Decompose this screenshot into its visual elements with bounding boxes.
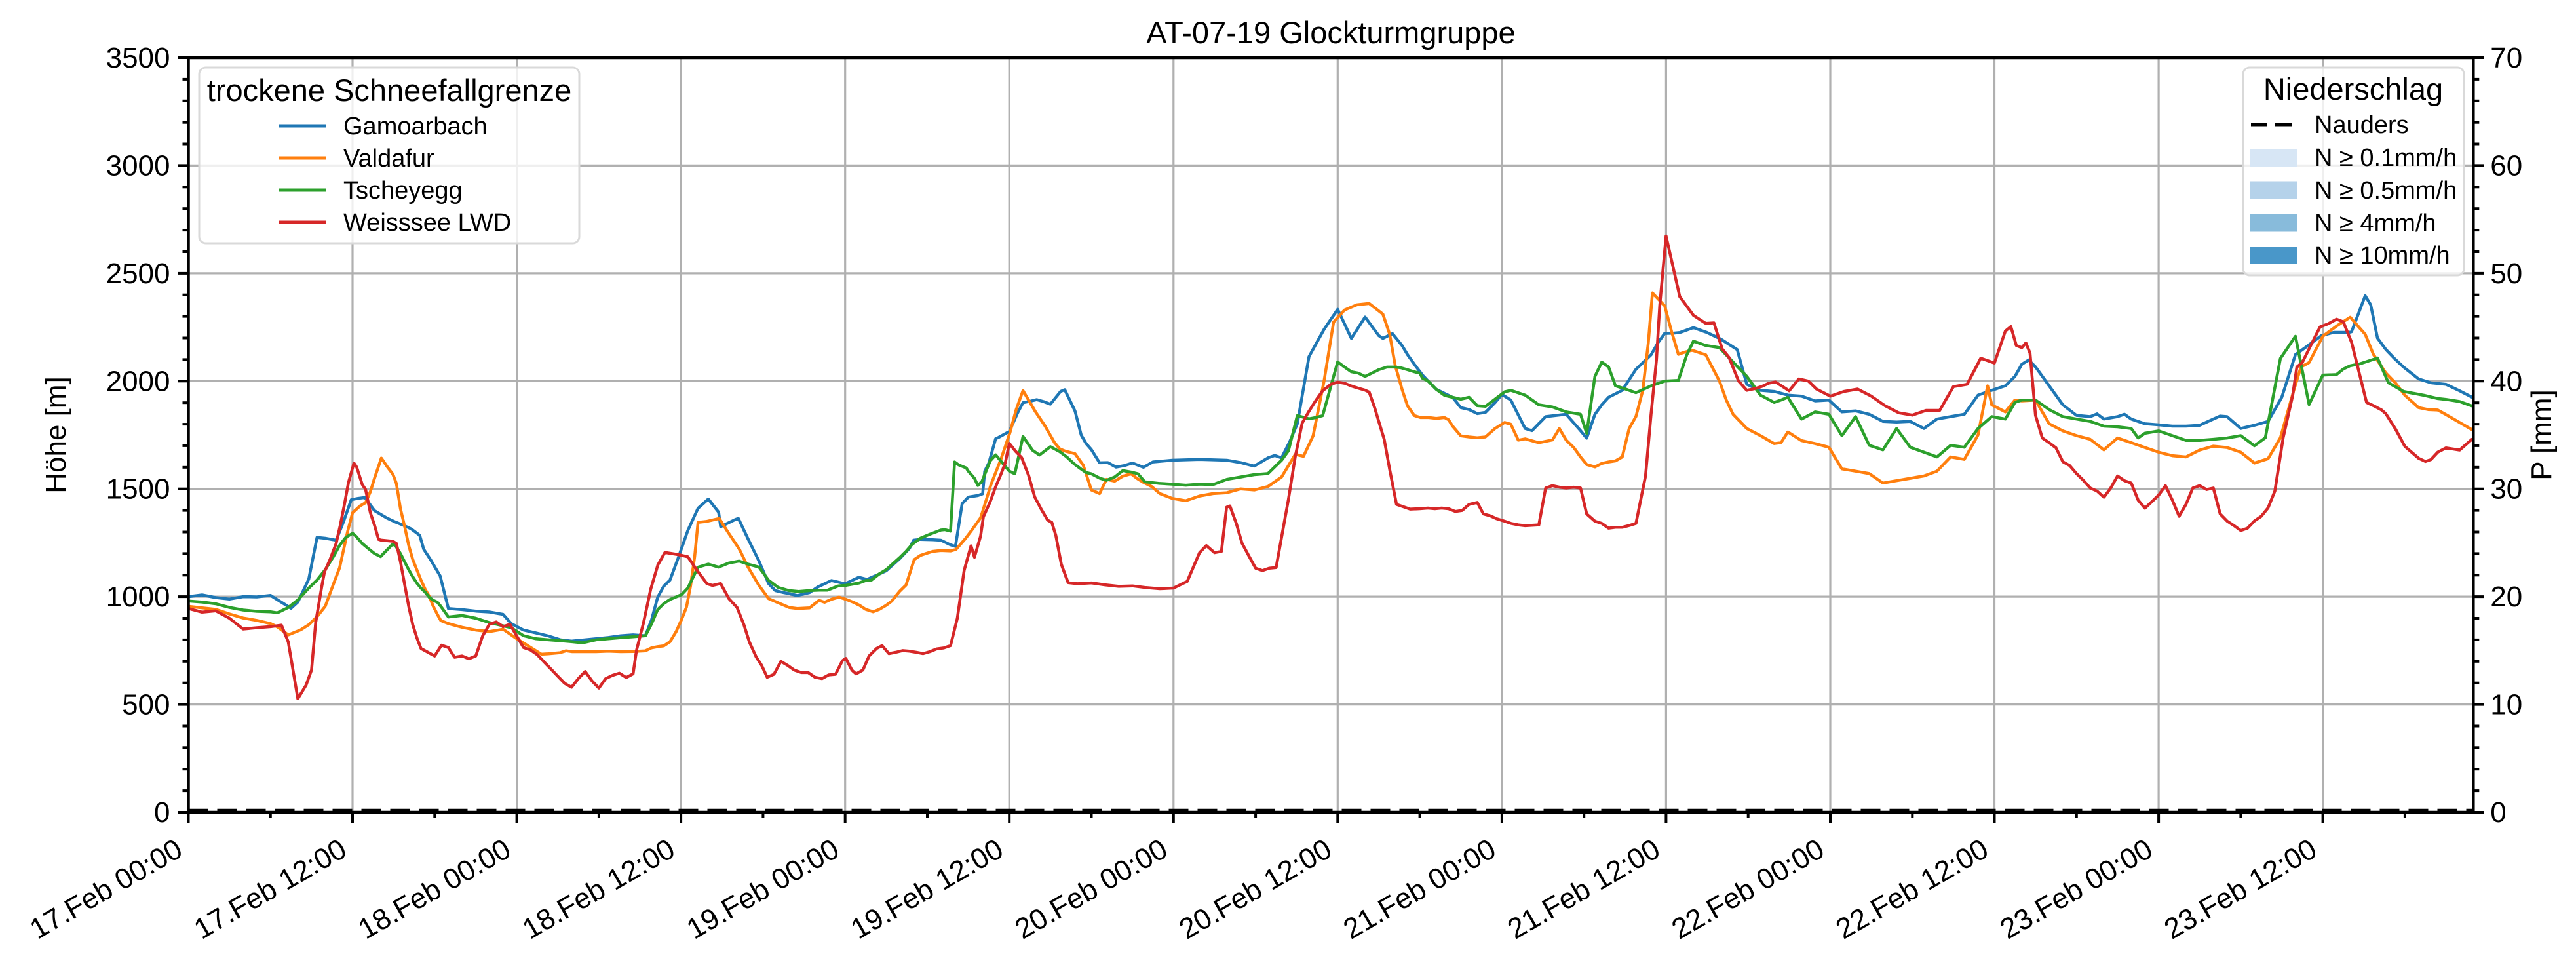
- svg-text:N ≥ 0.5mm/h: N ≥ 0.5mm/h: [2315, 177, 2457, 205]
- svg-text:Niederschlag: Niederschlag: [2263, 71, 2443, 106]
- svg-text:3000: 3000: [106, 149, 170, 182]
- svg-text:Valdafur: Valdafur: [343, 145, 434, 172]
- svg-text:N ≥ 0.1mm/h: N ≥ 0.1mm/h: [2315, 144, 2457, 172]
- svg-text:P [mm]: P [mm]: [2526, 389, 2558, 481]
- svg-text:1500: 1500: [106, 473, 170, 505]
- svg-text:2500: 2500: [106, 258, 170, 290]
- svg-text:60: 60: [2490, 149, 2522, 182]
- svg-text:Weisssee LWD: Weisssee LWD: [343, 209, 511, 237]
- svg-text:trockene Schneefallgrenze: trockene Schneefallgrenze: [207, 73, 572, 108]
- svg-text:20: 20: [2490, 581, 2522, 613]
- svg-text:AT-07-19 Glockturmgruppe: AT-07-19 Glockturmgruppe: [1146, 15, 1515, 50]
- svg-text:0: 0: [2490, 797, 2506, 829]
- svg-text:Tscheyegg: Tscheyegg: [343, 177, 463, 205]
- svg-text:Gamoarbach: Gamoarbach: [343, 113, 488, 140]
- svg-text:N ≥ 4mm/h: N ≥ 4mm/h: [2315, 210, 2436, 237]
- svg-text:Höhe [m]: Höhe [m]: [40, 376, 72, 494]
- svg-text:500: 500: [122, 689, 170, 721]
- svg-text:50: 50: [2490, 258, 2522, 290]
- svg-text:40: 40: [2490, 365, 2522, 397]
- svg-text:30: 30: [2490, 473, 2522, 505]
- svg-text:Nauders: Nauders: [2315, 111, 2409, 139]
- svg-text:70: 70: [2490, 42, 2522, 74]
- svg-text:0: 0: [154, 797, 170, 829]
- svg-text:1000: 1000: [106, 581, 170, 613]
- svg-text:10: 10: [2490, 689, 2522, 721]
- svg-text:N ≥ 10mm/h: N ≥ 10mm/h: [2315, 242, 2450, 269]
- svg-text:2000: 2000: [106, 365, 170, 397]
- svg-text:3500: 3500: [106, 42, 170, 74]
